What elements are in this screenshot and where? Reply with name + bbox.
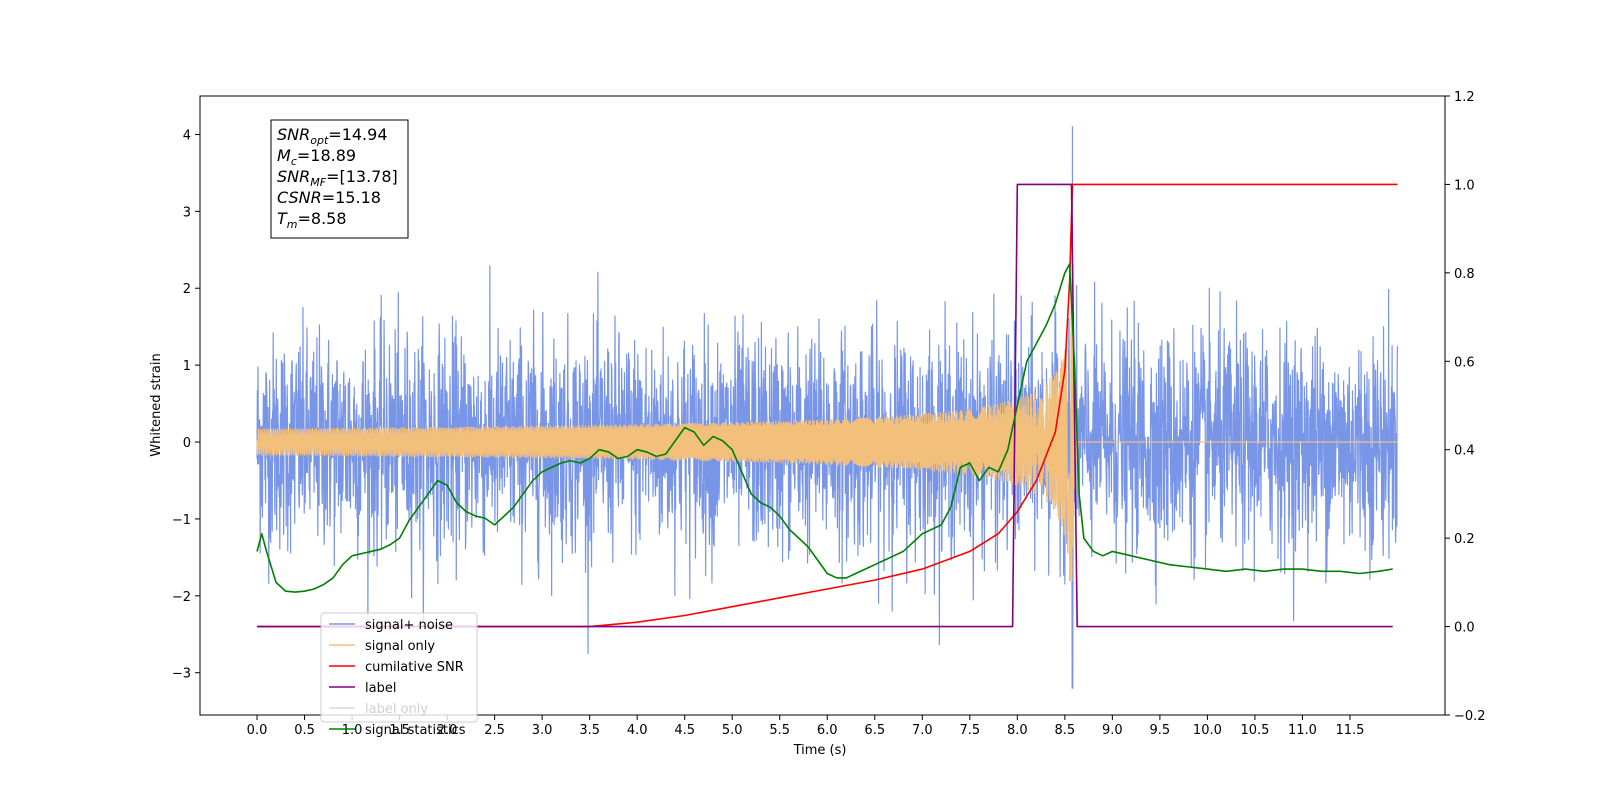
x-tick-label: 10.5 [1240, 723, 1269, 738]
legend-label: signal+ noise [365, 618, 453, 633]
info-line-symbol: SNR [277, 167, 310, 186]
info-line: SNRMF=[13.78] [277, 167, 398, 189]
y-right-tick-label: 1.2 [1454, 90, 1475, 105]
x-tick-label: 0.5 [294, 723, 315, 738]
x-tick-label: 9.0 [1102, 723, 1123, 738]
info-line: Tm=8.58 [277, 209, 347, 231]
info-box: SNRopt=14.94Mc=18.89SNRMF=[13.78]CSNR=15… [270, 119, 409, 239]
info-line-subscript: c [291, 155, 297, 168]
y-axis-label: Whitened strain [149, 353, 164, 456]
series-layer [256, 126, 1399, 689]
y-left-tick-label: 4 [183, 128, 191, 143]
info-line-symbol: CSNR [277, 188, 322, 207]
x-tick-label: 6.5 [864, 723, 885, 738]
x-tick-label: 4.0 [627, 723, 648, 738]
info-line: SNRopt=14.94 [277, 125, 388, 147]
legend-entry: cumilative SNR [329, 660, 464, 675]
y-left-tick-label: −1 [172, 513, 191, 528]
info-line-subscript: m [287, 218, 298, 231]
x-tick-label: 2.0 [437, 723, 458, 738]
legend-entry: signal+ noise [329, 618, 453, 633]
info-line-symbol: M [277, 146, 291, 165]
info-line-value: =[13.78] [326, 167, 398, 186]
x-tick-label: 3.0 [532, 723, 553, 738]
info-line-subscript: MF [310, 176, 326, 189]
legend-entry: signal statistics [329, 723, 466, 738]
info-line-value: =8.58 [298, 209, 347, 228]
y-right-tick-label: 1.0 [1454, 178, 1475, 193]
y-left-tick-label: 0 [183, 436, 191, 451]
legend-label: signal only [365, 639, 435, 654]
x-tick-label: 5.5 [769, 723, 790, 738]
x-tick-label: 11.0 [1288, 723, 1317, 738]
x-tick-label: 1.5 [389, 723, 410, 738]
x-tick-label: 9.5 [1150, 723, 1171, 738]
x-tick-label: 7.5 [959, 723, 980, 738]
x-axis-label: Time (s) [793, 743, 847, 758]
series-line-5 [256, 263, 1393, 593]
legend-entry: label [329, 681, 396, 696]
series-line-2 [257, 183, 1398, 628]
series-line-3 [257, 183, 1393, 628]
y-left-tick-label: −2 [172, 590, 191, 605]
y-right-tick-label: −0.2 [1454, 709, 1486, 724]
x-tick-label: 5.0 [722, 723, 743, 738]
x-tick-label: 6.0 [817, 723, 838, 738]
x-tick-label: 11.5 [1335, 723, 1364, 738]
plot-frame [199, 95, 1446, 716]
info-line-symbol: T [277, 209, 288, 228]
y-left-tick-label: −3 [172, 667, 191, 682]
legend-label: label [365, 681, 396, 696]
x-tick-label: 3.5 [579, 723, 600, 738]
x-tick-label: 0.0 [247, 723, 268, 738]
info-line-symbol: SNR [277, 125, 310, 144]
x-tick-label: 8.5 [1055, 723, 1076, 738]
legend: signal+ noise signal only cumilative SNR la… [320, 612, 478, 738]
legend-label: cumilative SNR [365, 660, 464, 675]
legend-frame [320, 612, 478, 723]
y-right-tick-label: 0.8 [1454, 267, 1475, 282]
y-right-tick-label: 0.4 [1454, 444, 1475, 459]
info-line: CSNR=15.18 [277, 188, 381, 207]
y-left-tick-label: 3 [183, 205, 191, 220]
info-line-value: =18.89 [297, 146, 356, 165]
info-line-value: =14.94 [328, 125, 387, 144]
info-line-value: =15.18 [322, 188, 381, 207]
x-tick-label: 10.0 [1193, 723, 1222, 738]
legend-label: signal statistics [365, 723, 466, 738]
series-line-1 [256, 241, 1398, 581]
x-tick-label: 8.0 [1007, 723, 1028, 738]
legend-entry: label only [329, 702, 428, 717]
info-line: Mc=18.89 [277, 146, 356, 168]
legend-label: label only [365, 702, 428, 717]
info-line-subscript: opt [310, 134, 329, 147]
x-tick-label: 1.0 [342, 723, 363, 738]
y-right-tick-label: 0.0 [1454, 621, 1475, 636]
y-left-tick-label: 1 [183, 359, 191, 374]
info-box-frame [270, 119, 409, 239]
x-tick-label: 7.0 [912, 723, 933, 738]
x-tick-label: 2.5 [484, 723, 505, 738]
ticks-layer: 0.0 0.5 1.0 1.5 2.0 2.5 3.0 3.5 4.0 4.5 5.0 5.5 6.0 6… [172, 90, 1486, 738]
y-right-tick-label: 0.6 [1454, 355, 1475, 370]
x-tick-label: 4.5 [674, 723, 695, 738]
legend-entry: signal only [329, 639, 435, 654]
y-left-tick-label: 2 [183, 282, 191, 297]
y-right-tick-label: 0.2 [1454, 532, 1475, 547]
